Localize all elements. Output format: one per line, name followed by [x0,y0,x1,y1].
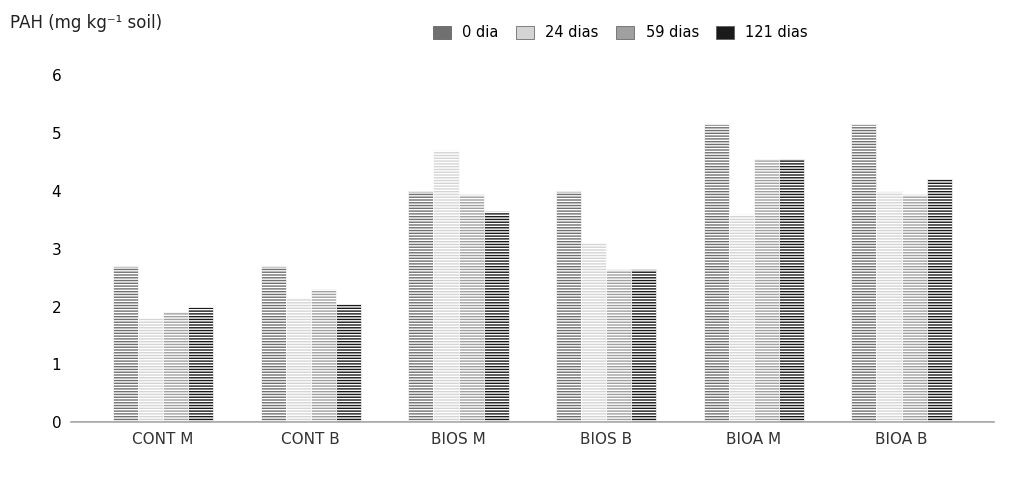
Bar [901,193,927,422]
Bar [458,193,484,422]
Bar [581,243,606,422]
Bar [311,289,336,422]
Bar [556,191,581,422]
Bar [779,159,804,422]
Bar [286,298,311,422]
Bar [189,307,213,422]
Text: PAH (mg kg⁻¹ soil): PAH (mg kg⁻¹ soil) [10,14,162,33]
Bar [753,159,779,422]
Bar [336,304,361,422]
Bar [433,150,458,422]
Bar [409,191,433,422]
Legend: 0 dia, 24 dias, 59 dias, 121 dias: 0 dia, 24 dias, 59 dias, 121 dias [429,21,812,45]
Bar [632,269,656,422]
Bar [704,124,729,422]
Bar [927,179,952,422]
Bar [876,191,901,422]
Bar [163,312,189,422]
Bar [729,214,753,422]
Bar [113,266,138,422]
Bar [484,211,509,422]
Bar [261,266,286,422]
Bar [852,124,876,422]
Bar [138,318,163,422]
Bar [606,269,632,422]
